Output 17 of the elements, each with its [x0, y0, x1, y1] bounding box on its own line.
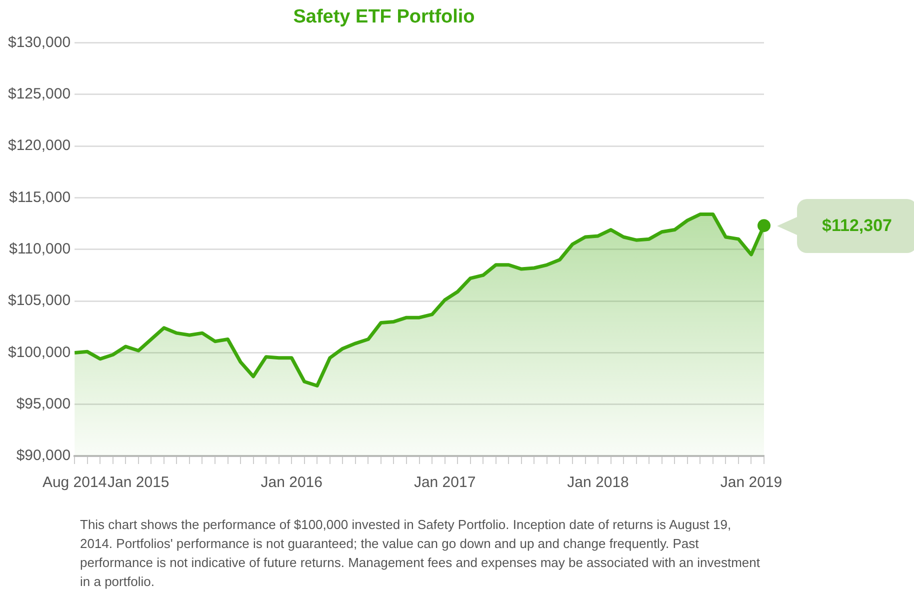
x-tick-label: Jan 2015 [108, 474, 170, 492]
y-tick-label: $95,000 [16, 395, 71, 412]
y-tick-label: $100,000 [8, 344, 71, 361]
y-tick-label: $125,000 [8, 86, 71, 103]
y-tick-label: $115,000 [9, 188, 71, 206]
y-tick-label: $105,000 [8, 292, 71, 310]
x-tick-label: Jan 2016 [260, 474, 322, 492]
y-tick-label: $120,000 [8, 137, 71, 154]
y-tick-label: $110,000 [9, 240, 71, 258]
y-tick-label: $90,000 [16, 447, 71, 464]
x-tick-label: Aug 2014 [42, 474, 107, 492]
chart-title: Safety ETF Portfolio [293, 6, 475, 28]
x-tick-label: Jan 2017 [414, 474, 476, 492]
text: This chart shows the performance of $100,000 invested in Safety Portfolio. Inception date of returns is August 19, 2014. Portfolios' performance is not guaranteed; the value can go down and up and change frequently. Past performance is not indicative of future returns. Management fees and expenses may be associated with an investment in a portfolio. [80, 516, 760, 590]
y-tick-label: $130,000 [8, 34, 71, 51]
x-tick-label: Jan 2019 [720, 474, 782, 492]
x-tick-label: Jan 2018 [567, 474, 629, 492]
